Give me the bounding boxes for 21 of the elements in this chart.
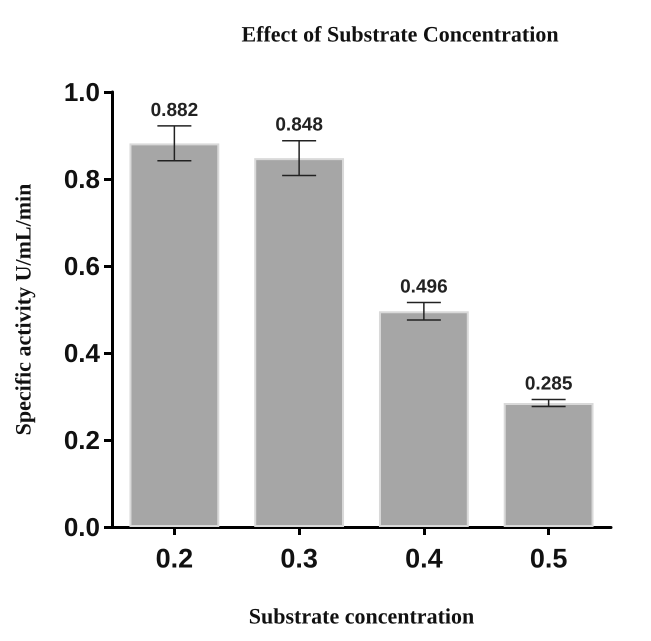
x-tick-label: 0.4	[405, 544, 443, 574]
x-tick-label: 0.2	[156, 544, 194, 574]
bar	[129, 143, 220, 527]
x-tick-label: 0.3	[280, 544, 318, 574]
data-label: 0.496	[400, 276, 448, 298]
y-tick-label: 0.4	[64, 338, 101, 368]
y-tick-label: 0.6	[64, 251, 100, 281]
y-tick-label: 0.0	[64, 512, 100, 542]
bar	[254, 158, 344, 527]
y-tick-label: 0.2	[64, 425, 100, 455]
x-axis-title: Substrate concentration	[248, 604, 474, 628]
bar	[504, 403, 594, 527]
data-label: 0.848	[275, 114, 323, 136]
chart-title: Effect of Substrate Concentration	[241, 22, 559, 46]
data-label: 0.882	[150, 100, 198, 121]
y-tick-label: 0.8	[64, 164, 100, 194]
y-tick-label: 1.0	[64, 77, 100, 107]
bar	[378, 311, 469, 527]
data-label: 0.285	[524, 374, 573, 395]
y-axis-title: Specific activity U/mL/min	[10, 184, 36, 436]
x-tick-label: 0.5	[530, 544, 568, 574]
